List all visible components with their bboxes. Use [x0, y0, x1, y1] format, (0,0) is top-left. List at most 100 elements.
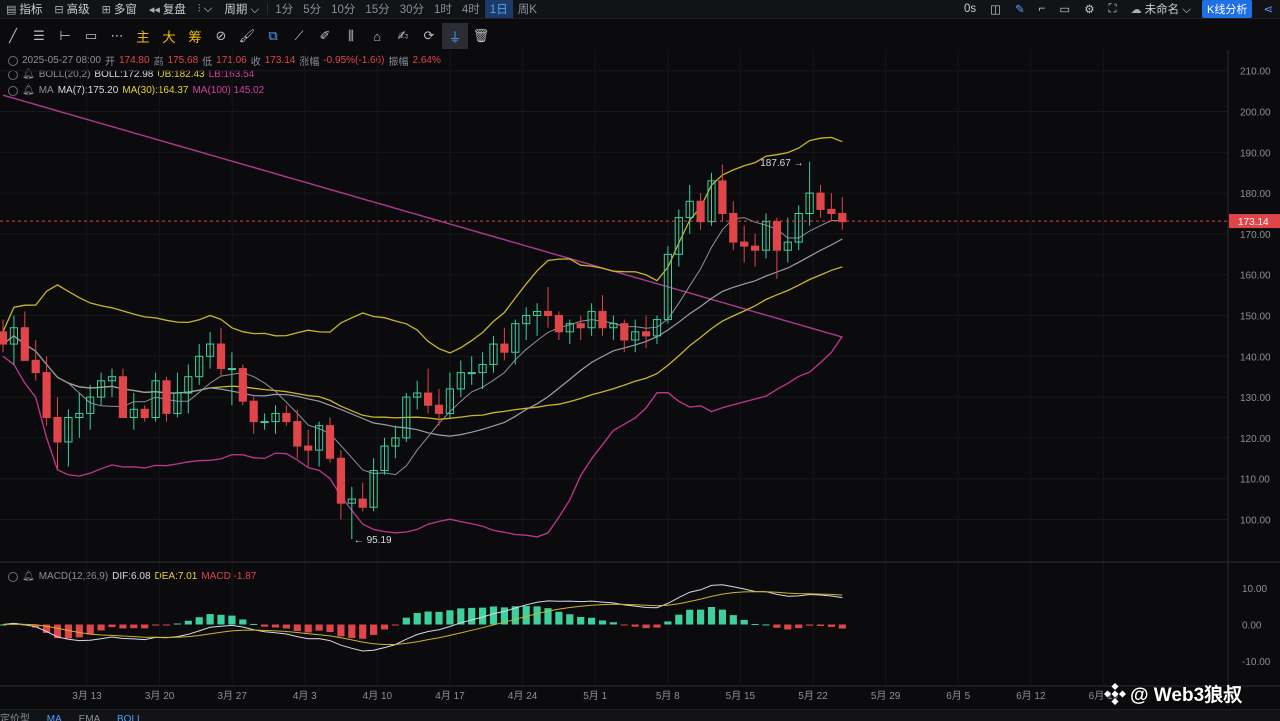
interval-5m[interactable]: 5分 [303, 4, 322, 16]
candle-body [718, 180, 727, 214]
bell-icon[interactable]: 🔔︎ [22, 85, 35, 96]
eye-icon[interactable] [8, 69, 18, 80]
horizontal-line-icon[interactable]: ⊢ [59, 28, 71, 43]
bottom-tab[interactable]: EMA [78, 714, 101, 721]
bottom-tab[interactable]: MA [46, 714, 62, 721]
rectangle-icon[interactable]: ▭ [84, 28, 98, 43]
candle-body [75, 412, 84, 419]
interval-30m[interactable]: 30分 [399, 4, 424, 16]
macd-histogram-bar [184, 620, 192, 625]
macd-histogram-bar [533, 606, 541, 625]
macd-tick-label: -10.00 [1242, 657, 1271, 668]
chip-distribution-button[interactable]: 筹 [188, 30, 202, 45]
candle-body [107, 376, 117, 382]
brush-icon[interactable]: 🖌 [238, 28, 256, 43]
magic-icon[interactable]: ⟳ [423, 28, 435, 43]
macd-histogram-bar [206, 614, 214, 625]
fullscreen-icon[interactable]: ⛶ [1108, 2, 1117, 15]
multi-window-button[interactable]: ⊞ 多窗 [101, 3, 137, 17]
eye-icon[interactable] [8, 571, 18, 582]
period-dropdown[interactable]: 周期 ⌵ [224, 4, 260, 16]
candle-body [598, 310, 607, 329]
macd-histogram-bar [457, 608, 465, 625]
copy-icon[interactable]: ⧉ [268, 28, 278, 43]
price-tick-label: 100.00 [1240, 516, 1271, 527]
x-tick-label: 6月 12 [1016, 690, 1046, 702]
share-icon[interactable]: ⋖ [1263, 4, 1273, 16]
eye-icon[interactable] [8, 55, 18, 66]
indicator-button[interactable]: ▤ 指标 [6, 3, 43, 17]
advanced-button[interactable]: ⊟ 高级 [54, 3, 90, 17]
bell-icon[interactable]: 🔔︎ [22, 571, 35, 582]
kline-analysis-button[interactable]: K线分析 [1202, 0, 1253, 18]
axes: 210.00 200.00 190.00 180.00 170.00 160.00 150.… [0, 50, 1280, 706]
candle-body [380, 445, 389, 472]
candle-body [249, 400, 258, 423]
layout-dropdown[interactable]: ☁ 未命名 ⌵ [1130, 3, 1192, 17]
candle-body [565, 323, 574, 333]
eye-icon[interactable] [8, 85, 18, 96]
boll-upper-line [2, 136, 843, 354]
ruler-icon[interactable]: ⟋ [294, 28, 304, 43]
interval-1m[interactable]: 1分 [275, 4, 294, 16]
big-indicator-button[interactable]: 大 [162, 30, 176, 45]
candle-body [533, 310, 542, 317]
macd-histogram-bar [271, 624, 280, 628]
candle-body [434, 404, 444, 414]
line-tool-icon[interactable]: ╱ [9, 28, 17, 43]
pen-tool-icon[interactable]: ✐ [319, 28, 331, 43]
interval-1w[interactable]: 周K [517, 4, 537, 16]
candle-body [751, 245, 760, 251]
interval-1h[interactable]: 1时 [433, 4, 452, 16]
interval-10m[interactable]: 10分 [331, 4, 356, 16]
price-tick-label: 120.00 [1240, 434, 1271, 445]
interval-1d[interactable]: 1日 [484, 0, 513, 18]
magnet-icon[interactable]: ⊘ [215, 28, 227, 43]
note-icon[interactable]: ⌐ [1038, 3, 1046, 15]
lock-icon[interactable]: ⌂ [373, 28, 381, 44]
replay-button[interactable]: ◂◂ 复盘 [148, 3, 186, 17]
trash-icon[interactable]: 🗑 [472, 28, 490, 43]
macd-histogram-bar [642, 624, 650, 629]
more-tools-icon[interactable]: ⋯ [110, 28, 124, 43]
macd-histogram-bar [75, 624, 83, 638]
fib-icon[interactable]: ⫼ [348, 28, 354, 43]
macd-histogram-bar [337, 624, 345, 637]
interval-15m[interactable]: 15分 [365, 4, 390, 16]
price-tick-label: 130.00 [1240, 393, 1271, 404]
grid [0, 50, 1228, 685]
macd-histogram-bar [217, 614, 225, 625]
cloud-icon: ☁ [1130, 3, 1142, 16]
bookmark-icon[interactable]: ▭ [1059, 4, 1071, 16]
macd-histogram-bar [315, 624, 323, 631]
macd-histogram-bar [544, 608, 552, 625]
camera-icon[interactable]: ◫ [990, 4, 1001, 16]
settings-icon[interactable]: ⚙ [1084, 4, 1095, 16]
ma100-line [2, 94, 843, 338]
macd-histogram-bar [773, 624, 781, 628]
chart-style-dropdown[interactable]: ⫶ ⌵ [197, 2, 213, 15]
candle-body [162, 380, 171, 414]
bottom-tab[interactable]: 定价型 [0, 714, 30, 721]
candle-body [151, 380, 160, 418]
indicator-icon: ▤ [6, 3, 17, 16]
filter-icon[interactable]: ⏚ [442, 23, 468, 49]
candle-body [827, 208, 836, 214]
main-indicator-button[interactable]: 主 [136, 30, 150, 45]
refresh-label[interactable]: 0s [963, 3, 977, 15]
interval-4h[interactable]: 4时 [461, 4, 480, 16]
macd-histogram-bar [479, 607, 487, 625]
x-tick-label: 4月 3 [293, 690, 317, 702]
macd-histogram-bar [555, 611, 563, 625]
macd-histogram-bar [468, 607, 476, 625]
bottom-tab[interactable]: BOLL [117, 714, 143, 721]
bell-icon[interactable]: 🔔︎ [22, 69, 35, 80]
pen-icon[interactable]: ✎ [1014, 4, 1025, 16]
macd-histogram-bar [43, 624, 51, 634]
drawing-toolbar: ╱ ☰ ⊢ ▭ ⋯ 主 大 筹 ⊘ 🖌 ⧉ ⟋ ✐ ⫼ ⌂ ✍ ⟳ ⏚ 🗑 [0, 23, 494, 49]
price-tick-label: 140.00 [1240, 352, 1271, 363]
macd-histogram-bar [32, 624, 40, 628]
note-tool-icon[interactable]: ✍ [397, 28, 409, 43]
parallel-lines-icon[interactable]: ☰ [33, 28, 45, 43]
